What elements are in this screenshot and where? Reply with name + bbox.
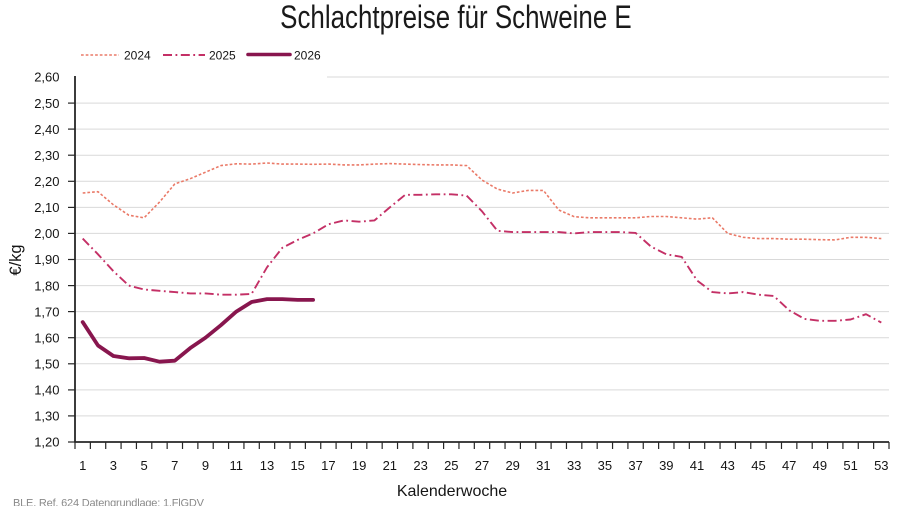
svg-text:17: 17 xyxy=(321,458,335,473)
svg-text:2,50: 2,50 xyxy=(34,96,59,111)
svg-text:19: 19 xyxy=(352,458,366,473)
svg-text:39: 39 xyxy=(659,458,673,473)
svg-text:2,20: 2,20 xyxy=(34,174,59,189)
svg-text:3: 3 xyxy=(110,458,117,473)
svg-text:2026: 2026 xyxy=(294,48,321,62)
svg-text:BLE, Ref. 624 Datengrundlage:: BLE, Ref. 624 Datengrundlage: 1.FlGDV xyxy=(13,498,205,506)
svg-text:53: 53 xyxy=(874,458,888,473)
svg-text:1,60: 1,60 xyxy=(34,330,59,345)
svg-text:37: 37 xyxy=(628,458,642,473)
svg-text:21: 21 xyxy=(383,458,397,473)
svg-text:27: 27 xyxy=(475,458,489,473)
svg-text:1,40: 1,40 xyxy=(34,383,59,398)
svg-text:1,20: 1,20 xyxy=(34,435,59,450)
svg-text:1,70: 1,70 xyxy=(34,304,59,319)
svg-text:2,10: 2,10 xyxy=(34,200,59,215)
svg-text:€/kg: €/kg xyxy=(7,244,25,275)
svg-text:1,90: 1,90 xyxy=(34,252,59,267)
svg-text:13: 13 xyxy=(260,458,274,473)
svg-text:11: 11 xyxy=(230,458,244,473)
svg-text:7: 7 xyxy=(171,458,178,473)
svg-text:45: 45 xyxy=(751,458,765,473)
svg-text:2024: 2024 xyxy=(124,48,151,62)
svg-text:1: 1 xyxy=(79,458,86,473)
svg-text:2025: 2025 xyxy=(209,48,236,62)
svg-text:43: 43 xyxy=(720,458,734,473)
svg-text:33: 33 xyxy=(567,458,581,473)
svg-text:9: 9 xyxy=(202,458,209,473)
svg-text:51: 51 xyxy=(843,458,857,473)
svg-text:2,30: 2,30 xyxy=(34,148,59,163)
svg-text:31: 31 xyxy=(536,458,550,473)
svg-text:1,30: 1,30 xyxy=(34,409,59,424)
svg-text:41: 41 xyxy=(690,458,704,473)
svg-text:47: 47 xyxy=(782,458,796,473)
svg-text:2,60: 2,60 xyxy=(34,70,59,85)
svg-text:15: 15 xyxy=(290,458,304,473)
svg-text:Kalenderwoche: Kalenderwoche xyxy=(397,483,507,500)
svg-text:49: 49 xyxy=(813,458,827,473)
svg-text:29: 29 xyxy=(505,458,519,473)
svg-text:25: 25 xyxy=(444,458,458,473)
svg-text:1,50: 1,50 xyxy=(34,357,59,372)
svg-text:5: 5 xyxy=(140,458,147,473)
svg-text:2,00: 2,00 xyxy=(34,226,59,241)
svg-text:1,80: 1,80 xyxy=(34,278,59,293)
svg-text:23: 23 xyxy=(413,458,427,473)
svg-text:2,40: 2,40 xyxy=(34,122,59,137)
svg-text:35: 35 xyxy=(598,458,612,473)
